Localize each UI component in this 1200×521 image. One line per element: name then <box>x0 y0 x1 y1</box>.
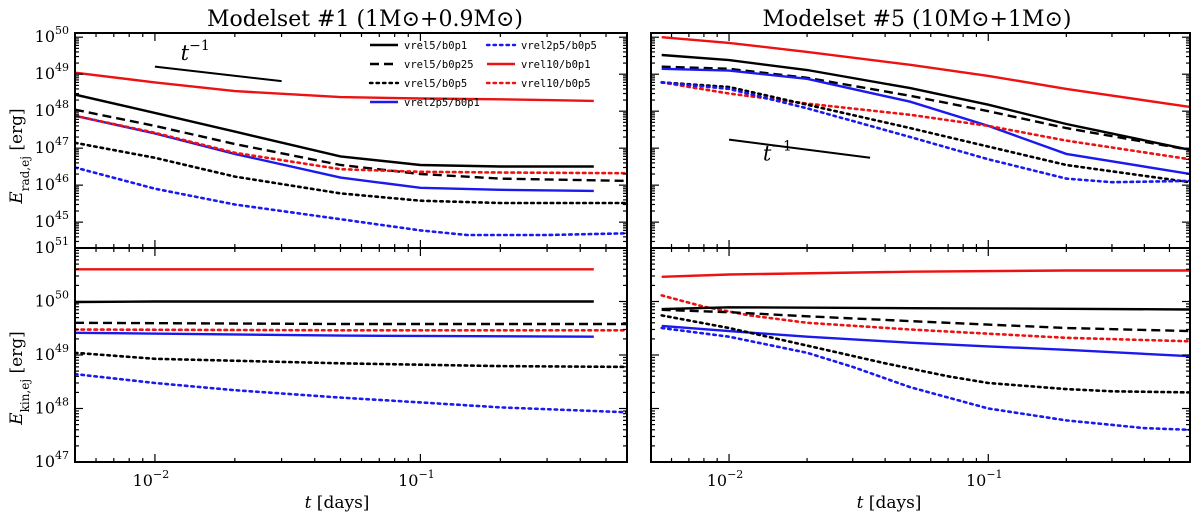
legend-entry-label: vrel10/b0p5 <box>521 78 591 90</box>
series-group <box>660 36 1190 184</box>
panel-rad1: 1045 1046 1047 1048 1049 1050 t−1 <box>35 24 628 249</box>
series-line-vrel2p5-b0p5 <box>75 166 627 237</box>
slope-guide-line <box>154 65 282 83</box>
series-line-vrel2p5-b0p5 <box>75 372 627 414</box>
series-line-vrel5-b0p25 <box>75 321 627 326</box>
series-line-vrel2p5-b0p1 <box>75 331 594 338</box>
series-line-vrel5-b0p1 <box>661 306 1190 311</box>
y-tick-label: 1047 <box>35 135 69 157</box>
x-tick-label: 10−1 <box>966 468 1003 490</box>
series-line-vrel10-b0p5 <box>75 328 627 332</box>
series-line-vrel10-b0p1 <box>661 269 1190 278</box>
legend-entry-label: vrel2p5/b0p1 <box>404 97 480 109</box>
ticks <box>650 247 1190 463</box>
series-line-vrel5-b0p1 <box>661 53 1190 152</box>
series-line-vrel5-b0p5 <box>660 314 1190 394</box>
slope-annotation: t−1 <box>181 38 210 65</box>
legend-entry-label: vrel5/b0p25 <box>404 59 474 71</box>
series-group <box>75 268 627 414</box>
series-line-vrel10-b0p1 <box>75 71 594 103</box>
panel-kin1: 1047 1048 1049 1050 1051 10−2 10−1 <box>35 235 628 490</box>
x-tick-label: 10−2 <box>133 468 170 490</box>
series-line-vrel5-b0p5 <box>75 351 627 369</box>
series-line-vrel10-b0p5 <box>660 81 1190 161</box>
legend-entry-label: vrel5/b0p5 <box>404 78 467 90</box>
axes-frame <box>650 247 1191 463</box>
y-tick-label: 1050 <box>35 24 69 46</box>
y-tick-label: 1049 <box>35 342 69 364</box>
slope-guide-line <box>728 138 871 159</box>
panels: 104510461047104810491050t−1t−11047104810… <box>35 24 1191 490</box>
y-axis-label-rad: Erad,ej [erg] <box>7 108 32 204</box>
y-tick-label: 1048 <box>35 98 69 120</box>
y-tick-label: 1050 <box>35 289 69 311</box>
legend-entry-label: vrel10/b0p1 <box>521 59 591 71</box>
x-tick-label: 10−2 <box>707 468 744 490</box>
series-line-vrel2p5-b0p1 <box>75 114 594 193</box>
series-line-vrel5-b0p1 <box>75 93 594 168</box>
x-tick-label: 10−1 <box>398 468 435 490</box>
series-line-vrel2p5-b0p1 <box>661 67 1190 176</box>
x-axis-label-right: t [days] <box>857 493 922 513</box>
x-axis-label-left: t [days] <box>305 493 370 513</box>
series-line-vrel5-b0p25 <box>75 108 627 183</box>
slope-annotation: t−1 <box>763 139 792 166</box>
series-line-vrel2p5-b0p1 <box>661 324 1190 358</box>
series-group <box>660 269 1190 432</box>
series-line-vrel10-b0p5 <box>75 114 627 175</box>
panel-title-modelset-5: Modelset #5 (10M⊙+1M⊙) <box>763 7 1072 32</box>
series-line-vrel5-b0p25 <box>661 65 1190 152</box>
panel-rad5: t−1 <box>650 32 1191 249</box>
y-axis-label-kin: Ekin,ej [erg] <box>7 331 32 426</box>
y-tick-label: 1046 <box>35 172 69 194</box>
panel-kin5: 10−2 10−1 <box>650 247 1191 490</box>
series-line-vrel5-b0p5 <box>660 81 1190 184</box>
ticks <box>74 247 627 463</box>
y-tick-label: 1045 <box>35 209 69 231</box>
y-tick-label: 1047 <box>35 449 69 471</box>
y-tick-label: 1048 <box>35 396 69 418</box>
panel-title-modelset-1: Modelset #1 (1M⊙+0.9M⊙) <box>207 7 523 32</box>
legend-entry-label: vrel5/b0p1 <box>404 40 467 52</box>
series-line-vrel2p5-b0p5 <box>660 81 1190 184</box>
legend-entry-label: vrel2p5/b0p5 <box>521 40 597 52</box>
series-line-vrel10-b0p1 <box>661 36 1190 109</box>
series-line-vrel5-b0p1 <box>75 300 594 304</box>
series-line-vrel5-b0p5 <box>75 141 627 205</box>
series-line-vrel10-b0p5 <box>660 294 1190 343</box>
axes-frame <box>74 247 628 463</box>
y-tick-label: 1051 <box>35 235 69 257</box>
y-tick-label: 1049 <box>35 61 69 83</box>
legend: vrel5/b0p1 vrel5/b0p25 vrel5/b0p5 vrel2p5/b… <box>368 40 597 109</box>
series-group <box>75 71 627 237</box>
series-line-vrel2p5-b0p5 <box>660 326 1190 432</box>
